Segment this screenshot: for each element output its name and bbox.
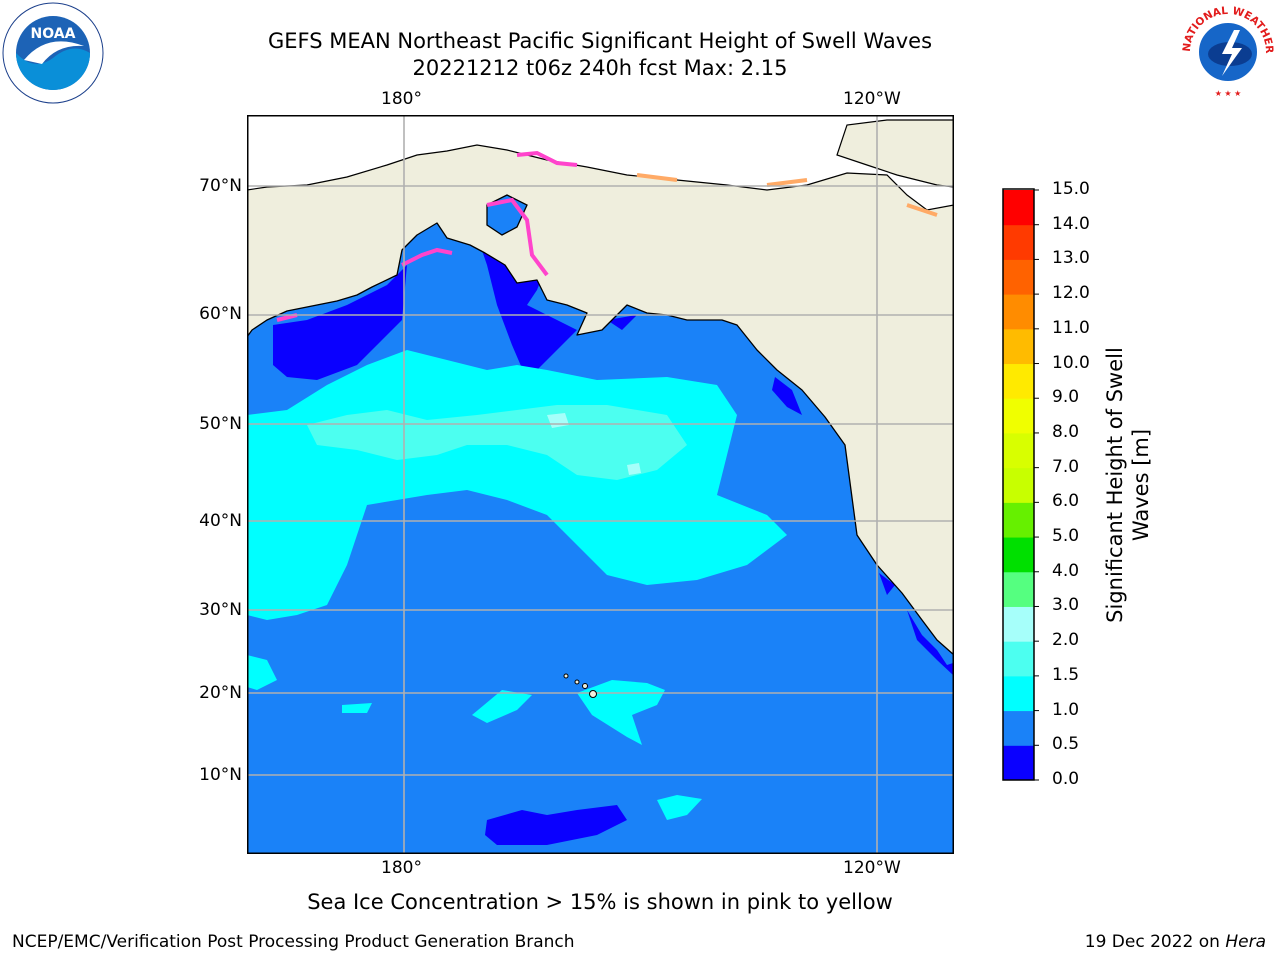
- map-frame: [247, 115, 954, 854]
- colorbar-tick-label: 12.0: [1052, 283, 1090, 304]
- colorbar-bin: [1003, 467, 1034, 503]
- lon-label-top-180: 180°: [381, 89, 422, 109]
- nws-logo: NATIONAL WEATHER SERVICE ★ ★ ★: [1178, 2, 1276, 100]
- colorbar-bin: [1003, 224, 1034, 260]
- sea-ice-edge: [276, 150, 938, 322]
- colorbar-tick-label: 1.5: [1052, 664, 1080, 685]
- graticule: [247, 115, 954, 854]
- colorbar-tick-label: 11.0: [1052, 317, 1090, 338]
- noaa-logo-text: NOAA: [31, 26, 76, 42]
- colorbar-tick-label: 8.0: [1052, 421, 1080, 442]
- sea-ice-caption: Sea Ice Concentration > 15% is shown in …: [307, 890, 893, 914]
- colorbar-ticks: [1034, 189, 1039, 781]
- colorbar-bin: [1003, 641, 1034, 677]
- colorbar-tick-label: 7.0: [1052, 456, 1080, 477]
- colorbar-bin: [1003, 294, 1034, 330]
- colorbar: [1002, 188, 1039, 781]
- colorbar-tick-label: 5.0: [1052, 526, 1080, 547]
- lat-label-60n: 60°N: [199, 304, 242, 324]
- colorbar-tick-label: 10.0: [1052, 352, 1090, 373]
- lat-label-20n: 20°N: [199, 683, 242, 703]
- colorbar-bin: [1003, 710, 1034, 746]
- colorbar-tick-label: 0.0: [1052, 769, 1080, 789]
- footer-date-text: 19 Dec 2022 on: [1084, 932, 1226, 952]
- colorbar-frame: [1002, 188, 1035, 781]
- noaa-logo: NOAA: [2, 2, 104, 104]
- colorbar-tick-label: 1.0: [1052, 699, 1080, 720]
- swell-0-0.5m: [273, 203, 953, 845]
- colorbar-bin: [1003, 502, 1034, 538]
- colorbar-bins: [1003, 190, 1034, 781]
- land: [247, 115, 954, 656]
- colorbar-tick-label: 9.0: [1052, 387, 1080, 408]
- colorbar-bin: [1003, 432, 1034, 469]
- chart-subtitle: 20221212 t06z 240h fcst Max: 2.15: [412, 56, 788, 80]
- lon-label-top-120w: 120°W: [843, 89, 901, 109]
- colorbar-bin: [1003, 537, 1034, 573]
- colorbar-tick-label: 0.5: [1052, 734, 1080, 755]
- footer-credit: NCEP/EMC/Verification Post Processing Pr…: [12, 932, 575, 952]
- lon-label-bottom-120w: 120°W: [843, 858, 901, 878]
- colorbar-bin: [1003, 398, 1034, 434]
- colorbar-title: Significant Height of Swell Waves [m]: [1103, 347, 1153, 623]
- footer-host: Hera: [1225, 932, 1266, 952]
- colorbar-tick-label: 6.0: [1052, 491, 1080, 512]
- hawaii-islands: [563, 673, 597, 698]
- colorbar-tick-label: 4.0: [1052, 560, 1080, 581]
- svg-text:★ ★ ★: ★ ★ ★: [1215, 89, 1242, 98]
- colorbar-bin: [1003, 745, 1034, 781]
- footer-date: 19 Dec 2022 on Hera: [1085, 932, 1266, 952]
- lat-label-70n: 70°N: [199, 176, 242, 196]
- colorbar-bin: [1003, 606, 1034, 642]
- lat-label-50n: 50°N: [199, 414, 242, 434]
- colorbar-tick-label: 2.0: [1052, 630, 1080, 651]
- colorbar-tick-label: 14.0: [1052, 213, 1090, 234]
- lon-label-bottom-180: 180°: [381, 858, 422, 878]
- colorbar-bin: [1003, 259, 1034, 295]
- colorbar-bin: [1003, 675, 1034, 712]
- colorbar-bin: [1003, 363, 1034, 399]
- colorbar-tick-label: 15.0: [1052, 179, 1090, 199]
- chart-title: GEFS MEAN Northeast Pacific Significant …: [267, 29, 933, 53]
- lat-label-30n: 30°N: [199, 600, 242, 620]
- colorbar-bin: [1003, 190, 1034, 226]
- colorbar-bin: [1003, 571, 1034, 607]
- lat-label-10n: 10°N: [199, 765, 242, 785]
- colorbar-tick-label: 13.0: [1052, 248, 1090, 269]
- swell-height-map: [247, 115, 954, 854]
- colorbar-tick-label: 3.0: [1052, 595, 1080, 616]
- colorbar-bin: [1003, 328, 1034, 365]
- lat-label-40n: 40°N: [199, 511, 242, 531]
